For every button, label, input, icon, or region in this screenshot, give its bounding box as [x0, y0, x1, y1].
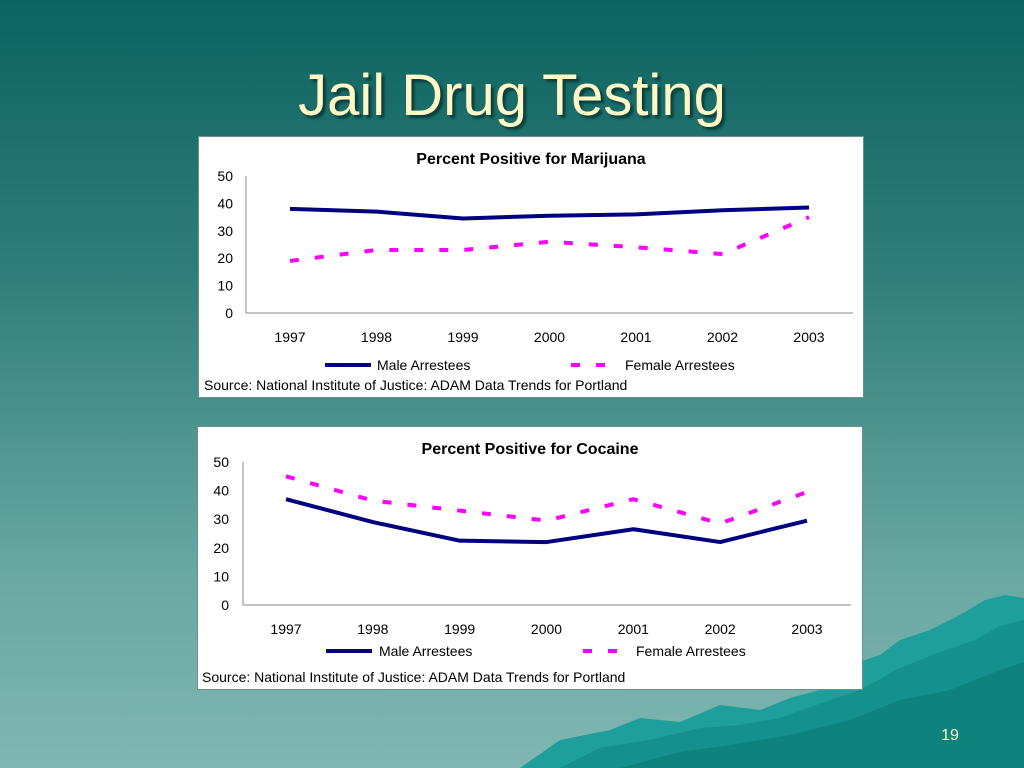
cocaine-chart: Percent Positive for Cocaine 0 10 20 30 40 50 1…: [197, 426, 863, 690]
cocaine-chart-svg: Percent Positive for Cocaine 0 10 20 30 40 50 1…: [202, 441, 851, 685]
marijuana-legend-male-label: Male Arrestees: [377, 357, 470, 373]
marijuana-x-tick-label: 2002: [707, 329, 738, 345]
marijuana-y-tick-label: 30: [217, 223, 233, 239]
marijuana-x-tick-label: 1997: [274, 329, 305, 345]
marijuana-chart-title: Percent Positive for Marijuana: [416, 151, 646, 168]
marijuana-y-tick-label: 10: [217, 278, 233, 294]
marijuana-male-series-line: [289, 205, 810, 221]
cocaine-y-tick-label: 10: [213, 568, 229, 584]
marijuana-female-series-line: [289, 215, 810, 263]
marijuana-source-note: Source: National Institute of Justice: A…: [204, 377, 627, 393]
marijuana-chart-svg: Percent Positive for Marijuana 0 10 20 30 40 5…: [204, 151, 853, 393]
cocaine-y-tick-label: 20: [213, 540, 229, 556]
cocaine-x-tick-label: 2001: [618, 621, 649, 637]
cocaine-female-series-line: [285, 474, 808, 526]
marijuana-y-tick-label: 20: [217, 250, 233, 266]
cocaine-x-tick-label: 1998: [357, 621, 388, 637]
cocaine-chart-title: Percent Positive for Cocaine: [422, 441, 639, 458]
cocaine-y-tick-label: 30: [213, 511, 229, 527]
marijuana-y-tick-label: 0: [225, 305, 233, 321]
marijuana-x-tick-label: 1998: [361, 329, 392, 345]
cocaine-legend-male-label: Male Arrestees: [379, 643, 472, 659]
marijuana-legend-female-label: Female Arrestees: [625, 357, 735, 373]
cocaine-legend-female-label: Female Arrestees: [636, 643, 746, 659]
cocaine-x-tick-label: 2002: [705, 621, 736, 637]
marijuana-x-tick-label: 2000: [534, 329, 565, 345]
marijuana-y-tick-label: 50: [217, 168, 233, 184]
page-number: 19: [941, 727, 959, 744]
slide-title: Jail Drug Testing: [298, 63, 726, 128]
marijuana-x-tick-label: 2003: [793, 329, 824, 345]
cocaine-x-tick-label: 2000: [531, 621, 562, 637]
cocaine-y-tick-label: 50: [213, 454, 229, 470]
cocaine-x-tick-label: 1997: [270, 621, 301, 637]
marijuana-x-tick-label: 1999: [447, 329, 478, 345]
marijuana-y-tick-label: 40: [217, 195, 233, 211]
cocaine-y-tick-label: 40: [213, 483, 229, 499]
marijuana-chart: Percent Positive for Marijuana 0 10 20 30 40 5…: [198, 136, 864, 398]
marijuana-x-tick-label: 2001: [620, 329, 651, 345]
cocaine-x-tick-label: 2003: [791, 621, 822, 637]
cocaine-x-tick-label: 1999: [444, 621, 475, 637]
cocaine-y-tick-label: 0: [221, 597, 229, 613]
cocaine-source-note: Source: National Institute of Justice: A…: [202, 669, 625, 685]
